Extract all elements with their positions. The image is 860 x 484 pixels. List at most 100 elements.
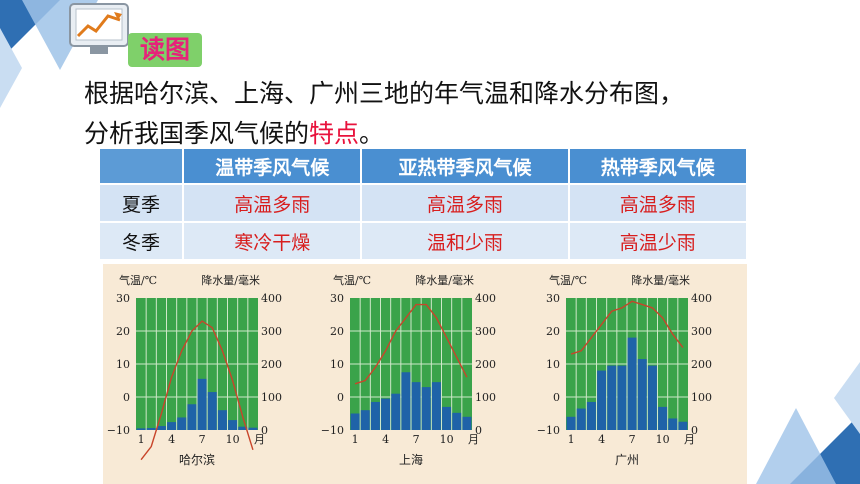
precipitation-bar — [381, 398, 391, 430]
month-tick-label: 1 — [138, 433, 145, 446]
corner-decoration — [756, 408, 836, 484]
row-label: 夏季 — [100, 183, 184, 222]
precipitation-tick-label: 200 — [691, 358, 712, 371]
temperature-tick-label: 30 — [330, 292, 344, 305]
month-tick-label: 4 — [168, 433, 175, 446]
precipitation-bar — [462, 416, 472, 430]
city-name-label: 广州 — [615, 453, 639, 467]
precipitation-bar — [411, 382, 421, 430]
temperature-tick-label: 20 — [546, 325, 560, 338]
left-axis-title: 气温/℃ — [119, 273, 157, 287]
precipitation-bar — [678, 421, 688, 430]
precipitation-bar — [576, 408, 586, 430]
precipitation-tick-label: 200 — [475, 358, 496, 371]
precipitation-tick-label: 300 — [691, 325, 712, 338]
precipitation-tick-label: 200 — [261, 358, 282, 371]
precipitation-bar — [167, 422, 177, 430]
temperature-line — [570, 300, 684, 355]
precipitation-bar — [401, 372, 411, 430]
precipitation-tick-label: 300 — [261, 325, 282, 338]
temperature-tick-label: 0 — [553, 391, 560, 404]
precipitation-bar — [566, 416, 576, 430]
precipitation-bar — [370, 401, 380, 430]
month-tick-label: 1 — [568, 433, 575, 446]
precipitation-tick-label: 100 — [691, 391, 712, 404]
intro-line-1: 根据哈尔滨、上海、广州三地的年气温和降水分布图， — [84, 79, 685, 108]
column-header: 亚热带季风气候 — [361, 149, 570, 184]
table-cell: 高温少雨 — [568, 221, 749, 259]
precipitation-tick-label: 100 — [261, 391, 282, 404]
column-header: 热带季风气候 — [568, 149, 749, 184]
table-cell: 高温多雨 — [568, 183, 749, 222]
corner-decoration — [834, 362, 860, 434]
right-axis-title: 降水量/毫米 — [201, 273, 260, 287]
precipitation-bar — [637, 359, 647, 430]
corner-decoration — [0, 28, 22, 108]
precipitation-bar — [187, 404, 197, 430]
temperature-tick-label: −10 — [321, 424, 344, 437]
temperature-tick-label: −10 — [537, 424, 560, 437]
chart-monitor-icon — [69, 3, 129, 54]
city-name-label: 上海 — [399, 452, 423, 467]
precipitation-bar — [658, 406, 668, 430]
precipitation-bar — [136, 428, 146, 430]
read-chart-tag: 读图 — [128, 33, 202, 67]
precipitation-bar — [360, 410, 370, 430]
left-axis-title: 气温/℃ — [549, 273, 587, 287]
month-tick-label: 7 — [413, 433, 420, 446]
temperature-tick-label: 30 — [116, 292, 130, 305]
month-unit-label: 月 — [468, 433, 479, 446]
table-header-row: 温带季风气候 亚热带季风气候 热带季风气候 — [100, 149, 749, 184]
precipitation-bar — [597, 370, 607, 430]
intro-line-2-suffix: 。 — [359, 119, 385, 148]
precipitation-bar — [452, 412, 462, 430]
precipitation-bar — [442, 406, 452, 430]
precipitation-bar — [391, 393, 401, 430]
precipitation-bar — [607, 365, 617, 430]
month-tick-label: 7 — [629, 433, 636, 446]
right-axis-title: 降水量/毫米 — [631, 273, 690, 287]
month-unit-label: 月 — [684, 433, 695, 446]
month-tick-label: 1 — [352, 433, 359, 446]
temperature-tick-label: 10 — [546, 358, 560, 371]
precipitation-bar — [421, 387, 431, 430]
temperature-line — [354, 303, 468, 385]
precipitation-tick-label: 400 — [261, 292, 282, 305]
precipitation-bar — [350, 413, 360, 430]
precipitation-bar — [238, 426, 248, 430]
precipitation-bar — [177, 417, 187, 430]
table-row: 夏季 高温多雨 高温多雨 高温多雨 — [100, 183, 749, 222]
temperature-tick-label: 30 — [546, 292, 560, 305]
precipitation-tick-label: 0 — [261, 424, 268, 437]
table-cell: 高温多雨 — [183, 183, 363, 222]
precipitation-bar — [627, 337, 637, 430]
precipitation-tick-label: 400 — [691, 292, 712, 305]
climate-charts-panel: 气温/℃ 降水量/毫米 30 20 10 0 −10 400 300 200 100 0 1 4 7 10 月哈… — [103, 264, 747, 484]
intro-highlight: 特点 — [309, 119, 360, 148]
temperature-tick-label: 0 — [337, 391, 344, 404]
month-tick-label: 10 — [226, 433, 240, 446]
precipitation-bar — [197, 378, 207, 430]
table-cell: 高温多雨 — [361, 183, 570, 222]
table-corner-cell — [100, 149, 184, 184]
precipitation-bar — [146, 428, 156, 430]
city-name-label: 哈尔滨 — [179, 452, 215, 467]
temperature-tick-label: 0 — [123, 391, 130, 404]
month-tick-label: 4 — [382, 433, 389, 446]
precipitation-bar — [248, 427, 258, 430]
month-tick-label: 7 — [199, 433, 206, 446]
intro-text: 根据哈尔滨、上海、广州三地的年气温和降水分布图， 分析我国季风气候的特点。 — [84, 74, 784, 154]
month-tick-label: 10 — [656, 433, 670, 446]
right-axis-title: 降水量/毫米 — [415, 273, 474, 287]
precipitation-bar — [217, 410, 227, 430]
temperature-line — [140, 320, 254, 461]
table-cell: 温和少雨 — [361, 221, 570, 259]
precipitation-bar — [431, 382, 441, 430]
precipitation-tick-label: 300 — [475, 325, 496, 338]
left-axis-title: 气温/℃ — [333, 273, 371, 287]
precipitation-bar — [668, 418, 678, 430]
precipitation-bar — [156, 426, 166, 430]
row-label: 冬季 — [100, 221, 184, 259]
precipitation-bar — [586, 401, 596, 430]
climate-comparison-table: 温带季风气候 亚热带季风气候 热带季风气候 夏季 高温多雨 高温多雨 高温多雨 … — [100, 149, 749, 259]
